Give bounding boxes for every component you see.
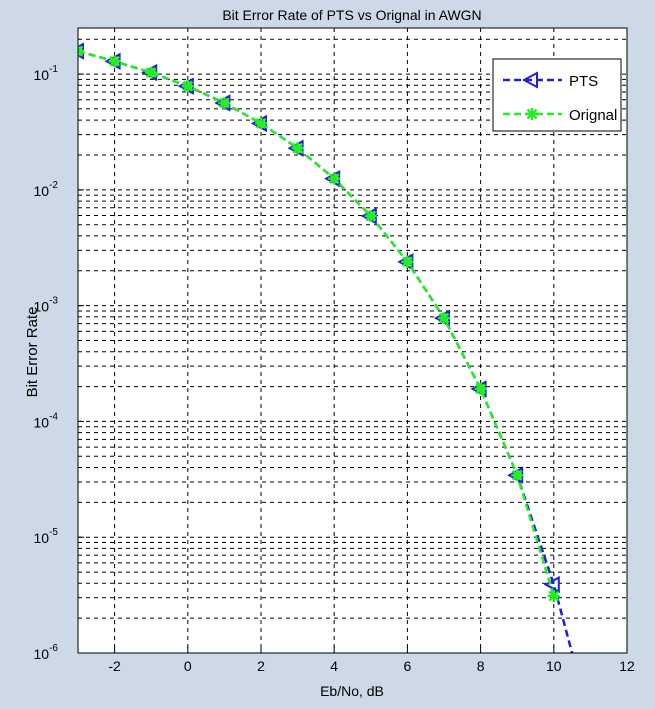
marker-stroke [219,97,230,109]
data-point-orignal [511,469,524,482]
data-point-orignal [401,255,414,268]
legend-marker-orignal [526,108,538,120]
y-axis-label: Bit Error Rate [24,307,41,398]
legend-label-orignal: Orignal [569,107,617,124]
series-orignal [78,45,560,603]
marker-stroke [526,108,538,120]
legend-label-pts: PTS [569,73,598,90]
x-tick-label: 2 [257,658,265,674]
x-tick-label: 6 [404,658,412,674]
marker-stroke [145,67,157,78]
marker-stroke [292,142,303,154]
marker-stroke [255,118,267,129]
x-axis-label: Eb/No, dB [320,683,384,699]
series-group [78,42,574,653]
plot-frame [77,27,628,654]
data-point-orignal [328,172,341,185]
data-point-orignal [218,96,231,109]
marker-stroke [78,45,84,53]
series-line-orignal [78,49,555,597]
x-tick-label: 10 [546,658,562,674]
legend-marker-pts [521,71,538,89]
x-tick-label: 0 [184,658,192,674]
marker-stroke [402,256,413,268]
data-point-orignal [78,45,84,58]
marker-stroke [109,55,120,67]
marker-stroke [475,383,486,395]
data-point-orignal [291,142,304,155]
data-point-orignal [255,117,267,130]
legend-box [492,58,622,132]
chart-title: Bit Error Rate of PTS vs Orignal in AWGN [222,7,481,23]
legend-marker-shape [526,108,538,120]
x-tick-label: 8 [477,658,485,674]
marker-stroke [78,49,84,57]
legend: PTS Orignal [492,58,622,132]
marker-stroke [511,469,523,481]
x-tick-label: 4 [330,658,338,674]
marker-stroke [365,210,377,222]
marker-stroke [328,173,340,185]
legend-marker-shape [521,71,538,89]
marker-stroke [438,312,450,324]
marker-stroke [548,590,560,602]
marker-stroke [182,80,194,92]
x-tick-label: -2 [108,658,121,674]
data-point-orignal [145,66,158,79]
data-point-orignal [181,80,194,93]
data-point-orignal [474,382,487,395]
data-point-orignal [547,590,560,603]
data-point-orignal [108,55,121,68]
x-tick-label: 12 [619,658,635,674]
data-point-orignal [364,209,377,222]
data-point-orignal [438,312,450,325]
